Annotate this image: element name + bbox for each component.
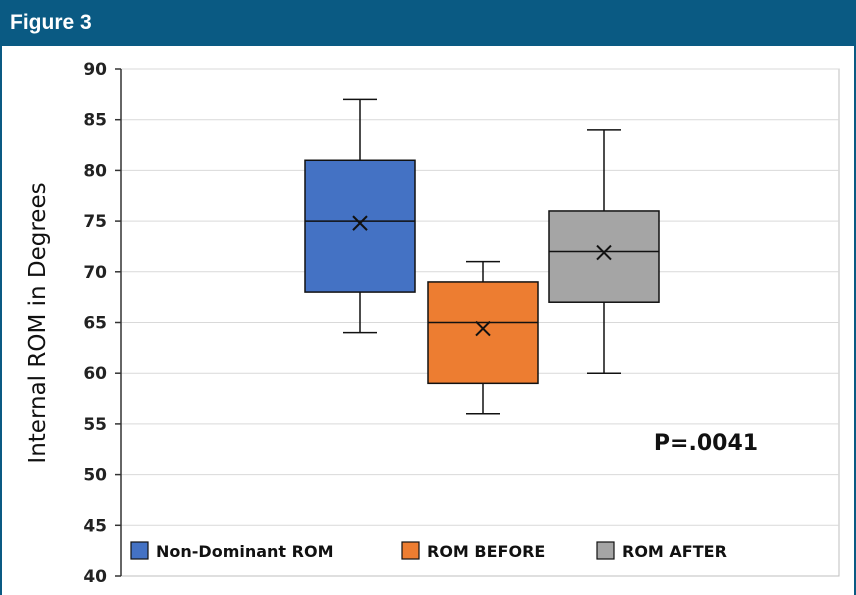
y-tick-label: 85	[83, 111, 107, 131]
box-rom-before	[427, 260, 539, 415]
iqr-box	[427, 281, 539, 385]
iqr-box	[548, 210, 660, 303]
frame-border-right	[854, 46, 856, 595]
y-tick-label: 70	[83, 263, 107, 283]
mean-marker	[352, 215, 368, 231]
y-tick-label: 50	[83, 466, 107, 486]
y-tick-label: 65	[83, 314, 107, 334]
y-axis-title: Internal ROM in Degrees	[25, 182, 51, 463]
y-axis-ticks: 40 45 50 55 60 65 70 75 80 85 90	[83, 60, 121, 587]
y-tick-label: 40	[83, 567, 107, 587]
figure-title: Figure 3	[10, 11, 92, 34]
legend: Non-Dominant ROM ROM BEFORE ROM AFTER	[130, 541, 727, 561]
legend-swatch	[596, 541, 615, 560]
legend-swatch	[401, 541, 420, 560]
y-tick-label: 80	[83, 161, 107, 181]
p-value-annotation: P=.0041	[654, 431, 758, 456]
frame-border-left	[0, 46, 2, 595]
y-tick-label: 55	[83, 415, 107, 435]
mean-marker	[596, 244, 612, 261]
figure-header: Figure 3	[0, 0, 856, 46]
box-rom-after	[548, 129, 660, 374]
legend-swatch	[130, 541, 149, 560]
legend-label: ROM BEFORE	[427, 542, 545, 561]
y-tick-label: 45	[83, 516, 107, 536]
box-series	[304, 98, 660, 415]
iqr-box	[304, 159, 416, 293]
legend-label: Non-Dominant ROM	[156, 542, 333, 561]
legend-label: ROM AFTER	[622, 542, 727, 561]
box-non-dominant-rom	[304, 98, 416, 334]
gridlines	[121, 68, 839, 526]
y-tick-label: 75	[83, 212, 107, 232]
y-tick-label: 90	[83, 60, 107, 80]
y-tick-label: 60	[83, 364, 107, 384]
mean-marker	[475, 320, 491, 337]
